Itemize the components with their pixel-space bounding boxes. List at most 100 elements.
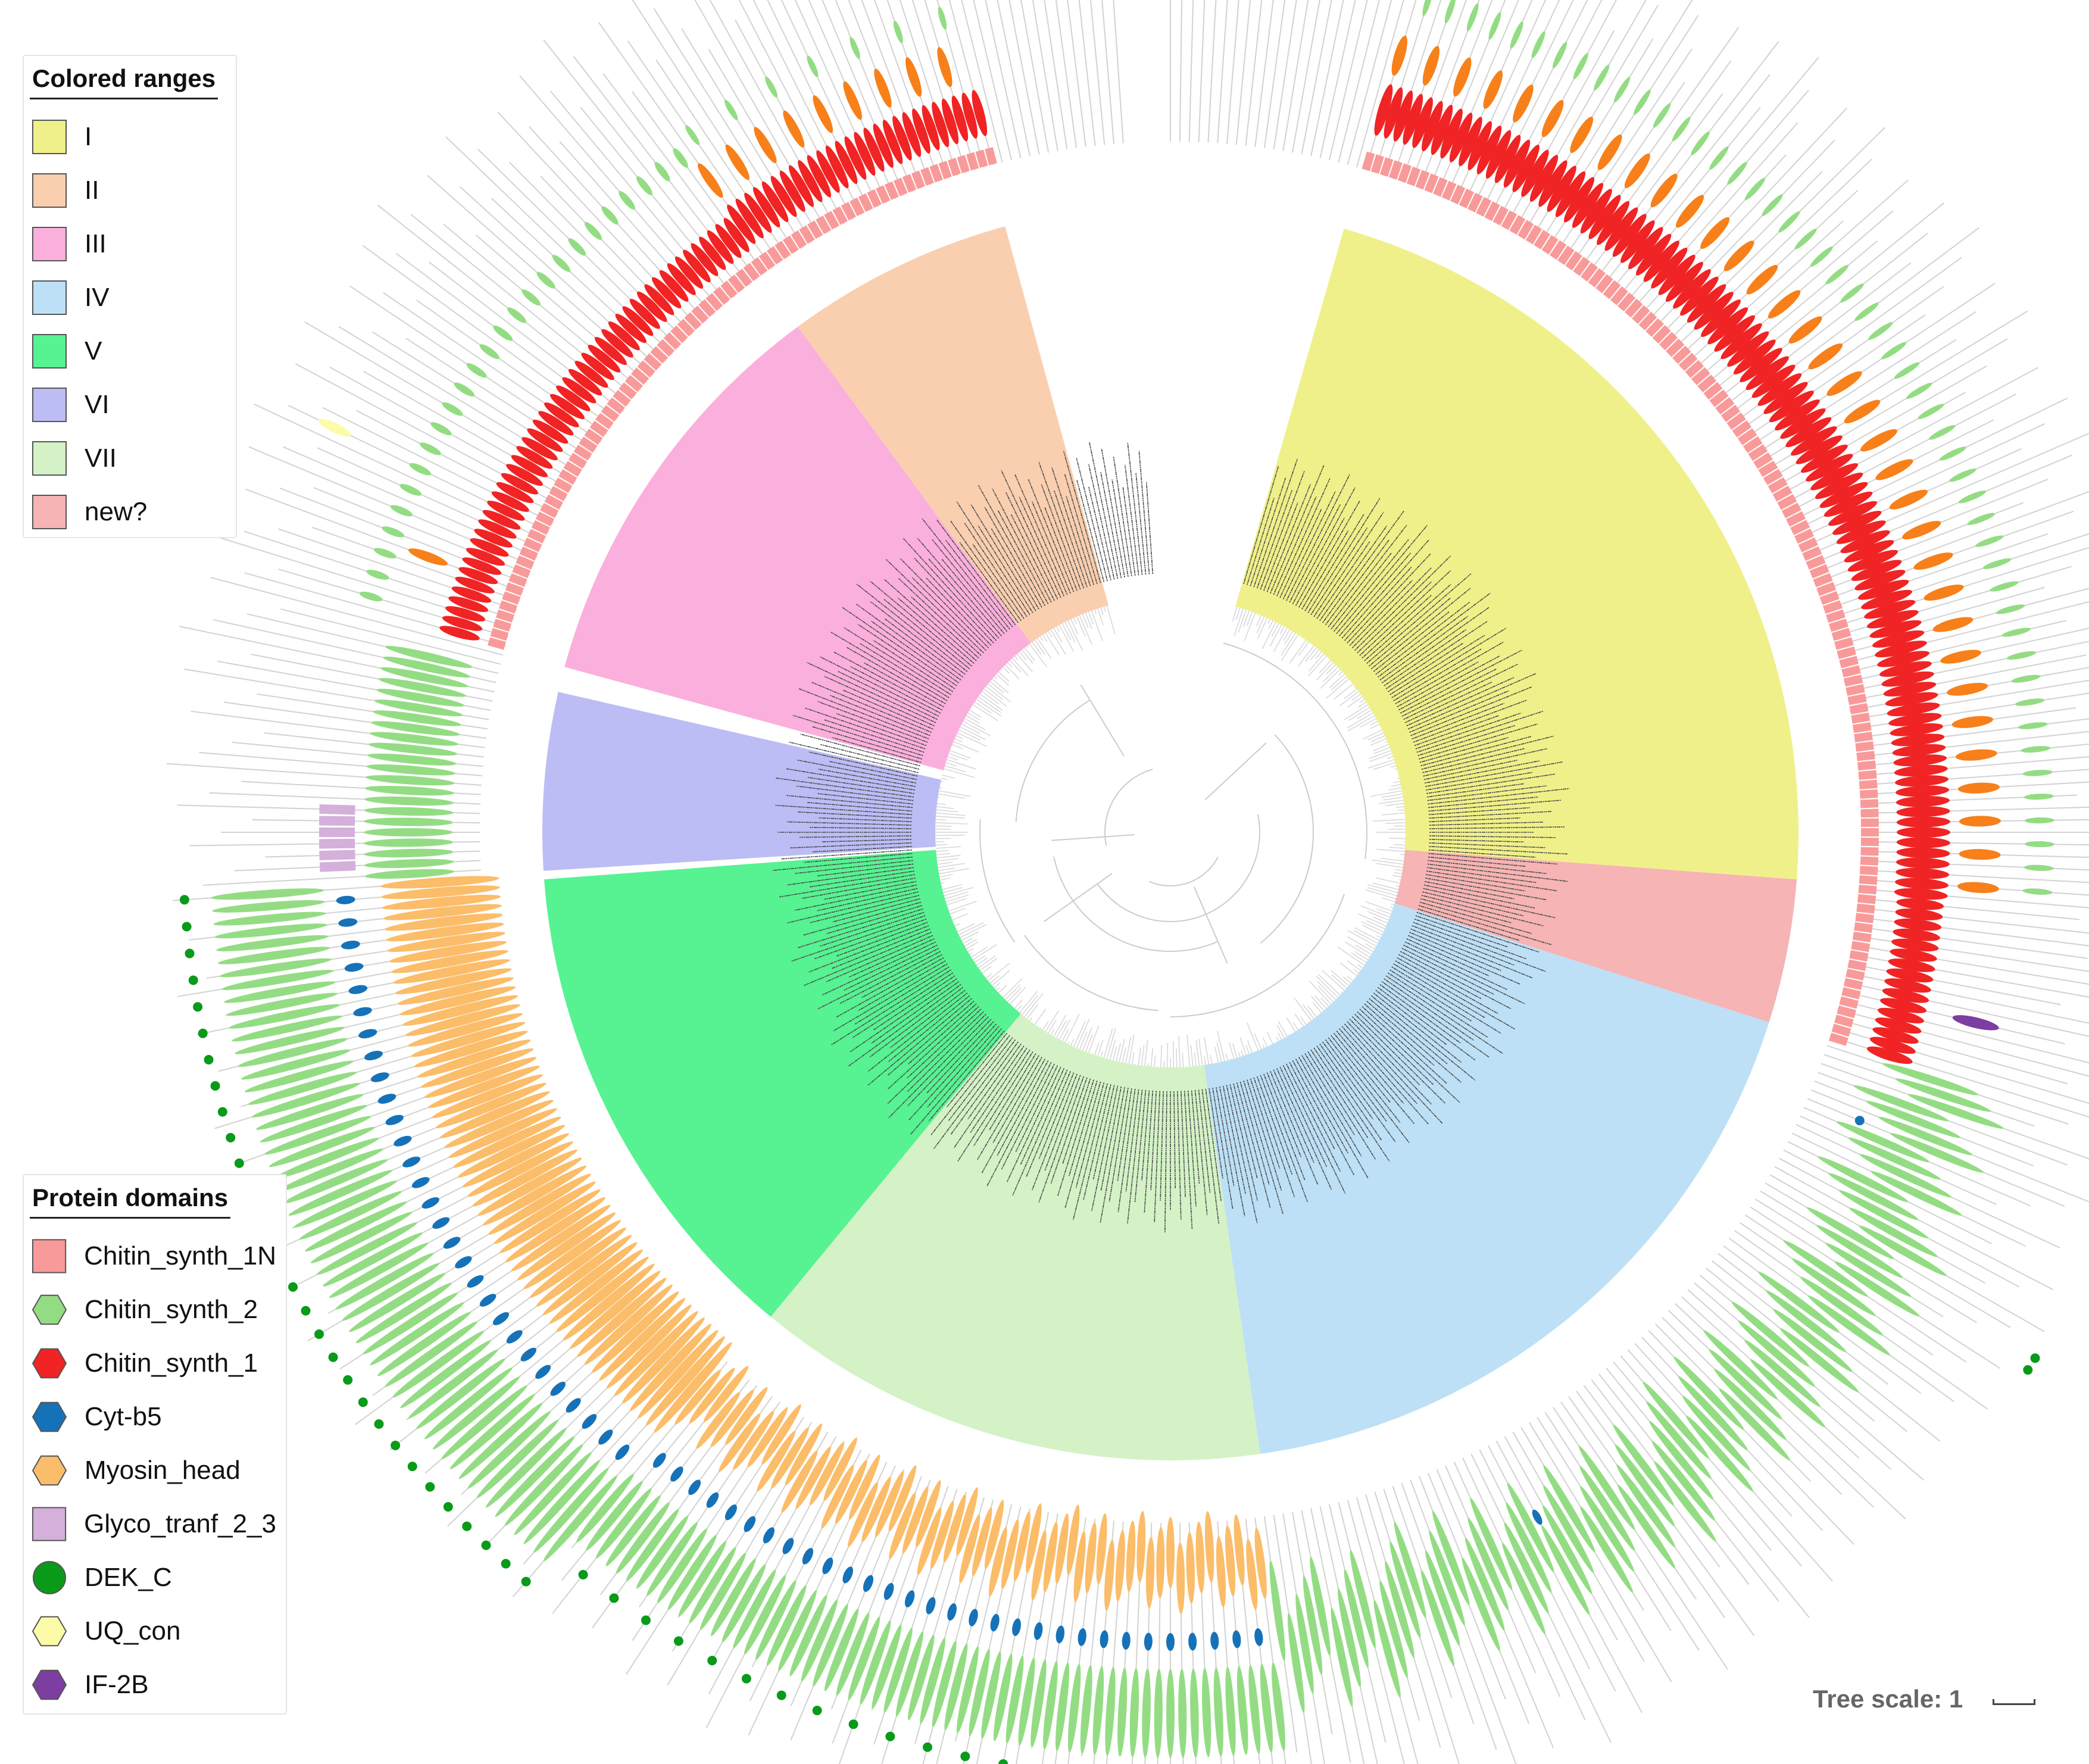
domain-chitin-synth-1n	[1860, 847, 1879, 856]
domain-chitin-synth-2	[1871, 1170, 1962, 1216]
branch-arc	[1015, 699, 1091, 822]
leaf-label	[1427, 785, 1547, 801]
branch	[1045, 1010, 1059, 1032]
leaf-label	[850, 978, 957, 1053]
domain-chitin-synth-1	[568, 369, 602, 396]
leaf-label	[873, 639, 954, 692]
domain-chitin-synth-1n	[499, 600, 518, 614]
branch	[935, 816, 965, 819]
branch	[1388, 787, 1401, 791]
branch	[1003, 978, 1023, 998]
domain-chitin-synth-2	[1949, 468, 1976, 482]
leaf-label	[1316, 541, 1370, 619]
domain-chitin-synth-2	[2022, 770, 2053, 776]
domain-chitin-synth-2	[370, 732, 459, 746]
domain-chitin-synth-1n	[1424, 173, 1439, 193]
branch	[1347, 936, 1373, 953]
branch	[1094, 1042, 1100, 1056]
branch	[1225, 1053, 1228, 1061]
domain-myosin-head	[1166, 1517, 1175, 1588]
domain-chitin-synth-2	[1470, 1497, 1513, 1590]
domain-chitin-synth-1	[652, 277, 682, 308]
branch-arc	[1024, 935, 1159, 1011]
domain-chitin-synth-2	[1967, 513, 1996, 525]
domain-myosin-head	[1073, 1531, 1086, 1603]
domain-chitin-synth-1n	[1851, 941, 1871, 953]
leaf-label	[1292, 1060, 1355, 1176]
domain-chitin-synth-1	[1896, 847, 1950, 858]
branch	[1100, 1051, 1103, 1057]
domain-chitin-synth-1n	[1837, 1005, 1856, 1019]
domain-chitin-synth-1	[622, 306, 654, 336]
domain-cyt-b5	[492, 1312, 510, 1325]
branch	[1190, 1045, 1194, 1067]
domain-chitin-synth-1n	[1715, 396, 1735, 415]
leaf-label	[1395, 641, 1504, 704]
domain-chitin-synth-1n	[607, 397, 625, 414]
leaf-label	[1289, 1061, 1335, 1150]
domain-chitin-synth-1n	[1834, 1014, 1854, 1028]
branch	[1088, 611, 1094, 625]
domain-chitin-synth-2	[1385, 1560, 1414, 1658]
domain-chitin-synth-2	[1682, 1395, 1751, 1471]
branch	[957, 923, 975, 932]
range-legend-item: IV	[30, 271, 226, 324]
branch	[964, 939, 978, 947]
leaf-label	[832, 898, 920, 923]
leaf-label	[833, 963, 948, 1032]
branch	[1370, 738, 1387, 746]
leaf-label	[1111, 479, 1129, 577]
leaf-label	[1253, 458, 1298, 588]
branch	[1345, 941, 1370, 958]
domain-chitin-synth-2	[355, 1282, 452, 1344]
domain-chitin-synth-2	[252, 1083, 360, 1117]
branch-arc	[1053, 856, 1219, 952]
domain-chitin-synth-1	[1745, 356, 1789, 391]
branch	[1005, 984, 1021, 1000]
domain-chitin-synth-1	[506, 464, 543, 486]
domain-myosin-head	[645, 1336, 725, 1426]
domain-myosin-head	[405, 1004, 520, 1036]
leaf-label	[885, 559, 984, 654]
domain-legend-item: Chitin_synth_2	[30, 1283, 276, 1337]
branch	[976, 699, 1001, 717]
domain-dek-c	[314, 1329, 324, 1340]
leaf-label	[1416, 911, 1540, 953]
branch	[939, 874, 953, 878]
domain-chitin-synth-1n	[1557, 245, 1575, 266]
domain-chitin-synth-1n	[985, 147, 997, 166]
leaf-spoke	[1328, 0, 1368, 161]
domain-chitin-synth-1n	[1573, 257, 1591, 276]
domain-chitin-synth-2	[1105, 1666, 1116, 1756]
leaf-label	[804, 853, 913, 863]
branch	[938, 867, 955, 872]
branch	[969, 710, 982, 718]
leaf-label	[1351, 1016, 1420, 1085]
branch	[936, 812, 966, 816]
branch	[961, 931, 979, 941]
leaf-label	[1428, 849, 1536, 858]
domain-chitin-synth-1	[1887, 703, 1940, 717]
domain-myosin-head	[638, 1330, 719, 1419]
domain-chitin-synth-2	[1918, 404, 1944, 420]
branch	[1053, 627, 1063, 643]
domain-chitin-synth-1n	[1666, 338, 1685, 357]
domain-myosin-head	[424, 1057, 537, 1098]
leaf-label	[1038, 1072, 1075, 1159]
range-swatch	[32, 120, 67, 154]
branch	[941, 778, 948, 780]
branch	[1048, 631, 1053, 638]
branch	[1085, 1034, 1093, 1052]
domain-chitin-synth-2	[619, 191, 635, 210]
domain-myosin-head	[436, 1082, 547, 1129]
leaf-label	[1409, 690, 1510, 733]
domain-chitin-synth-1	[455, 576, 495, 594]
branch	[1358, 913, 1387, 927]
domain-chitin-synth-1n	[644, 353, 662, 371]
domain-chitin-synth-2	[956, 1646, 979, 1734]
branch	[1277, 1032, 1282, 1040]
domain-chitin-synth-2	[385, 645, 473, 668]
leaf-label	[1108, 1088, 1129, 1202]
domain-chitin-synth-2	[507, 307, 527, 323]
domain-chitin-synth-1	[1412, 97, 1433, 148]
